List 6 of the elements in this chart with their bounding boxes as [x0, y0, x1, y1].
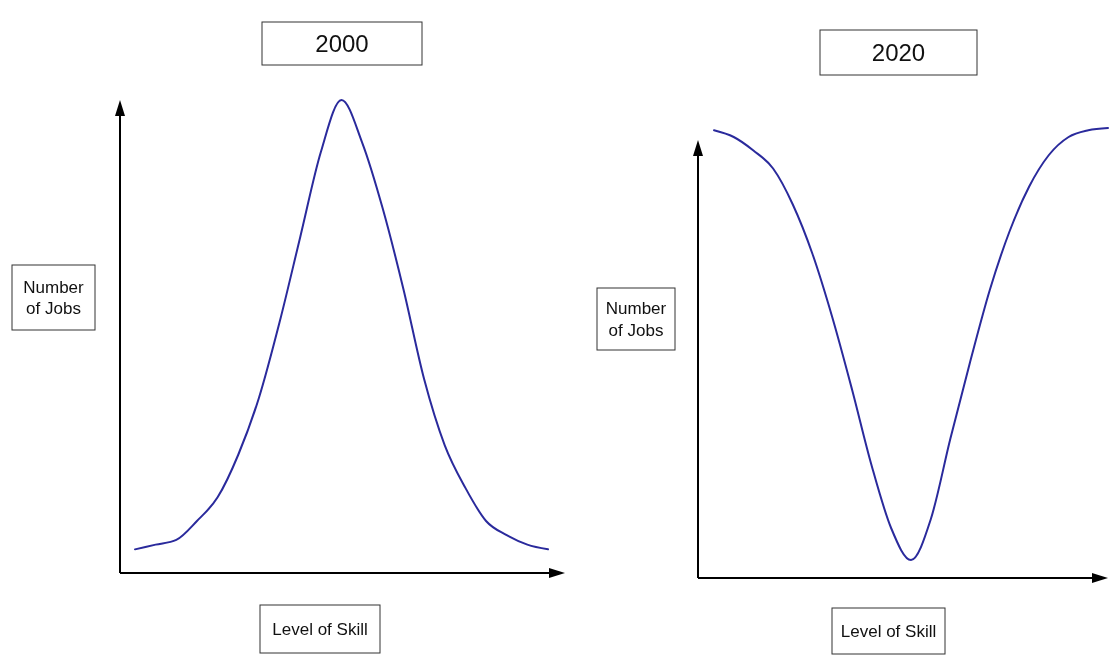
- y-axis-title: Number of Jobs: [605, 299, 667, 340]
- chart-title: 2020: [871, 38, 926, 66]
- y-axis-title: Number of Jobs: [23, 277, 85, 319]
- x-axis-title: Level of Skill: [272, 619, 368, 639]
- x-axis-title: Level of Skill: [840, 621, 937, 641]
- chart-title: 2000: [315, 29, 369, 57]
